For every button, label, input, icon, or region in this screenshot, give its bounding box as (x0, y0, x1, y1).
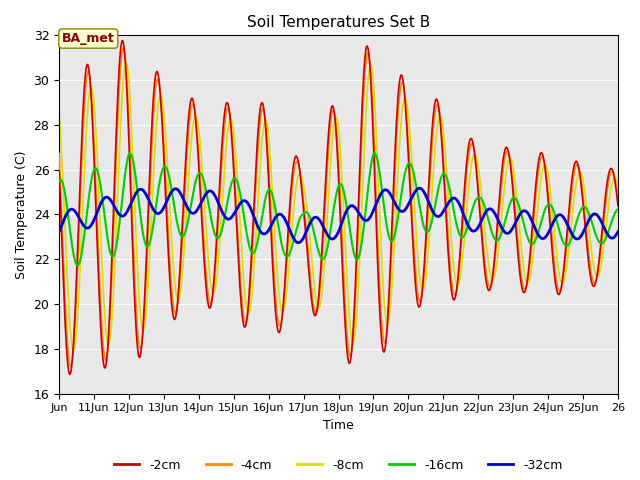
Y-axis label: Soil Temperature (C): Soil Temperature (C) (15, 150, 28, 279)
X-axis label: Time: Time (323, 419, 354, 432)
Text: BA_met: BA_met (62, 32, 115, 45)
Legend: -2cm, -4cm, -8cm, -16cm, -32cm: -2cm, -4cm, -8cm, -16cm, -32cm (109, 454, 568, 477)
Title: Soil Temperatures Set B: Soil Temperatures Set B (247, 15, 430, 30)
